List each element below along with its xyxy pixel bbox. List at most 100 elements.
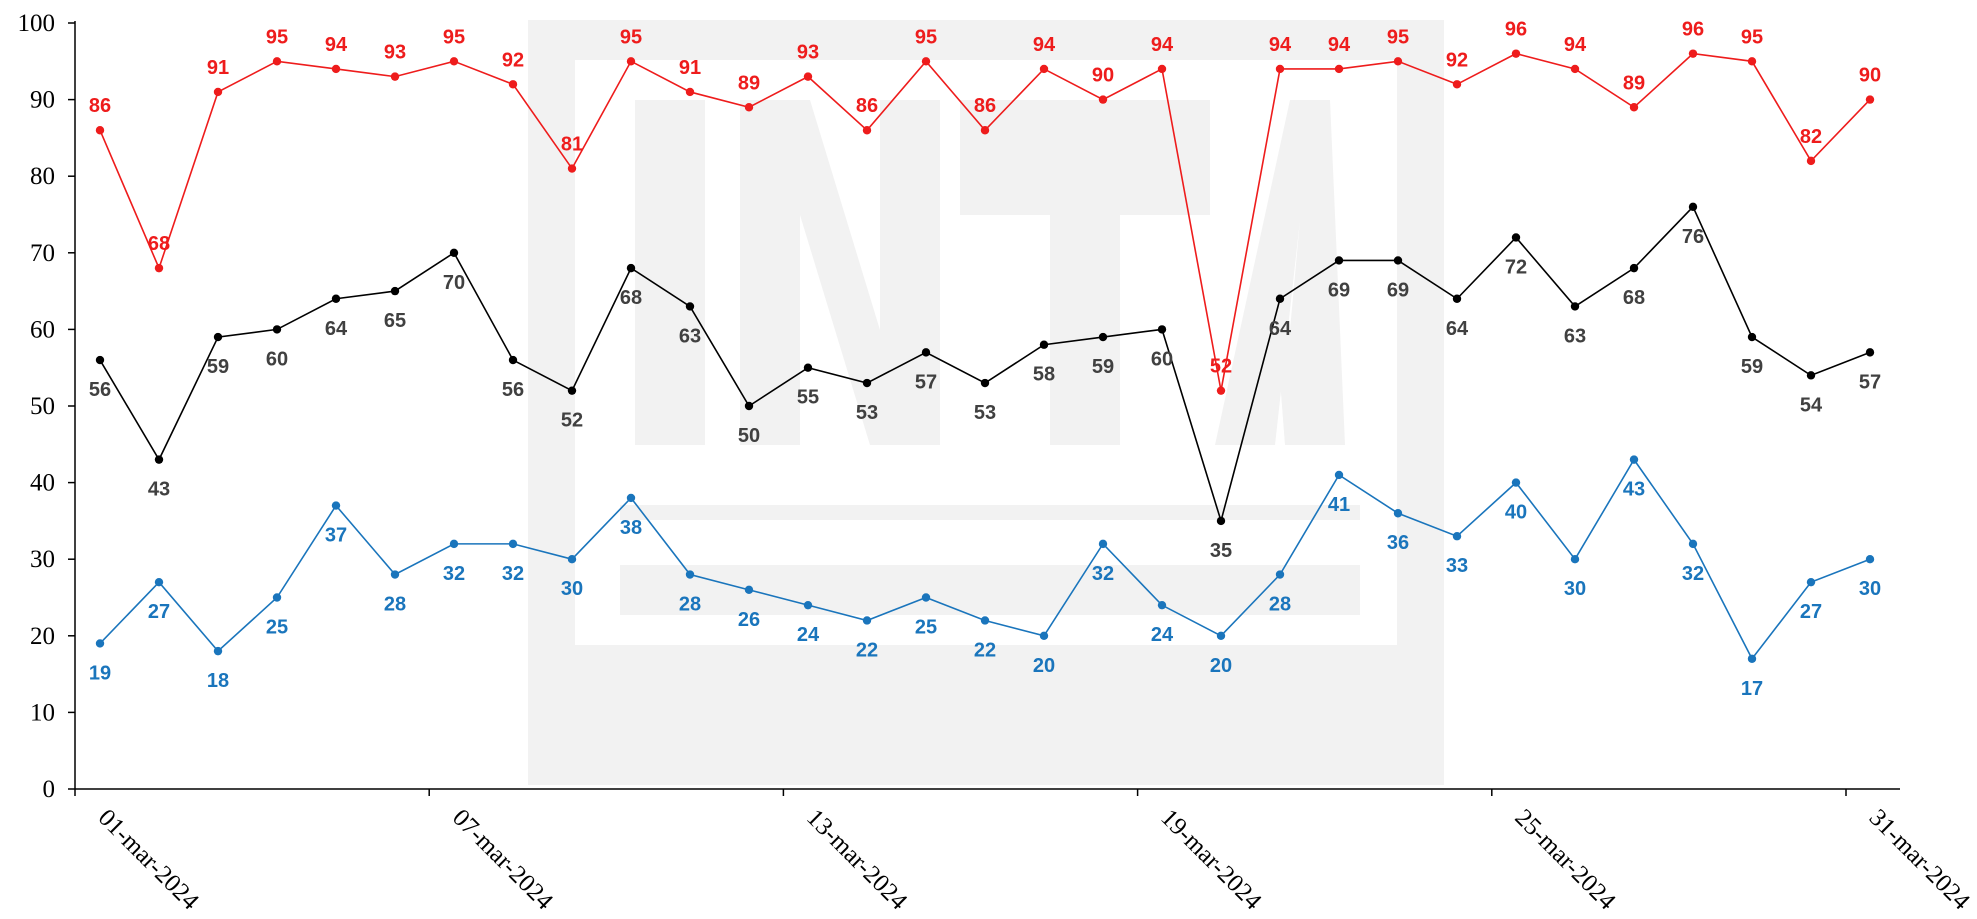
- data-point: [1806, 156, 1816, 166]
- data-label: 32: [1092, 563, 1114, 585]
- data-point: [1157, 64, 1167, 74]
- data-label: 30: [561, 578, 583, 600]
- data-label: 37: [325, 525, 347, 547]
- data-label: 86: [89, 95, 111, 117]
- y-tick-label: 70: [30, 240, 55, 267]
- data-label: 28: [384, 594, 406, 616]
- data-point: [1865, 95, 1875, 104]
- data-label: 57: [915, 371, 937, 393]
- data-label: 40: [1505, 502, 1527, 524]
- data-point: [980, 126, 990, 135]
- series-1: 86 68 91 95 94 93 95 92 81 95 91 89 93 86 95 86 94 90 94 52…: [89, 19, 1881, 395]
- series-2: 56 43 59 60 64 65 70 56 52 68 63 50 55 53 57 53 58 59 60 35…: [89, 202, 1881, 562]
- data-label: 52: [1210, 356, 1232, 378]
- data-label: 94: [1328, 34, 1351, 56]
- data-label: 24: [797, 624, 820, 646]
- y-tick-label: 100: [18, 10, 56, 37]
- data-point: [390, 286, 400, 296]
- data-point: [567, 555, 577, 564]
- data-label: 96: [1505, 19, 1527, 41]
- data-point: [1098, 95, 1108, 104]
- data-point: [1747, 654, 1757, 663]
- x-tick-label: 13-mar-2024: [801, 804, 912, 915]
- data-point: [1275, 570, 1285, 579]
- data-label: 94: [325, 34, 348, 56]
- data-point: [154, 577, 164, 587]
- data-point: [390, 72, 400, 81]
- data-point: [449, 248, 459, 257]
- data-point: [1570, 555, 1580, 564]
- data-label: 25: [915, 617, 937, 639]
- data-label: 20: [1210, 655, 1232, 677]
- data-label: 26: [738, 609, 760, 631]
- data-point: [1570, 64, 1580, 74]
- data-label: 69: [1328, 279, 1350, 301]
- data-label: 32: [502, 563, 524, 585]
- data-point: [95, 355, 105, 365]
- data-label: 72: [1505, 256, 1527, 278]
- data-label: 50: [738, 425, 760, 447]
- data-point: [1275, 294, 1285, 303]
- data-point: [272, 57, 282, 66]
- data-label: 59: [1092, 356, 1114, 378]
- data-point: [685, 302, 695, 311]
- data-label: 95: [266, 26, 288, 48]
- data-point: [1393, 57, 1403, 66]
- data-label: 92: [502, 49, 524, 71]
- data-label: 59: [1741, 356, 1763, 378]
- x-tick-label: 25-mar-2024: [1510, 804, 1621, 915]
- data-label: 76: [1682, 226, 1704, 248]
- data-label: 91: [207, 57, 229, 79]
- data-point: [803, 72, 813, 81]
- data-label: 30: [1859, 578, 1881, 600]
- data-point: [1452, 80, 1462, 89]
- data-point: [1629, 263, 1639, 273]
- data-label: 94: [1269, 34, 1292, 56]
- data-point: [1216, 516, 1226, 526]
- data-point: [1039, 631, 1049, 640]
- data-point: [626, 493, 636, 503]
- y-tick-label: 50: [30, 393, 55, 420]
- data-label: 63: [679, 325, 701, 347]
- data-label: 68: [1623, 287, 1645, 309]
- watermark-gap-2: [620, 520, 1360, 565]
- data-label: 95: [620, 26, 642, 48]
- data-label: 58: [1033, 364, 1055, 386]
- data-label: 60: [266, 348, 288, 370]
- data-label: 56: [502, 379, 524, 401]
- data-point: [508, 539, 518, 549]
- data-label: 54: [1800, 394, 1823, 416]
- data-label: 33: [1446, 555, 1468, 577]
- data-point: [1452, 532, 1462, 541]
- data-point: [508, 355, 518, 365]
- data-point: [449, 539, 459, 549]
- data-point: [95, 639, 105, 648]
- data-point: [1865, 348, 1875, 357]
- data-label: 93: [797, 42, 819, 64]
- data-point: [862, 126, 872, 135]
- data-label: 96: [1682, 19, 1704, 41]
- data-label: 64: [325, 318, 348, 340]
- data-label: 28: [1269, 594, 1291, 616]
- data-point: [1393, 256, 1403, 265]
- data-point: [626, 263, 636, 273]
- data-label: 89: [738, 72, 760, 94]
- y-tick-label: 90: [30, 87, 55, 114]
- data-point: [1688, 49, 1698, 58]
- data-label: 41: [1328, 494, 1350, 516]
- data-label: 95: [1387, 26, 1409, 48]
- data-point: [803, 600, 813, 610]
- data-label: 57: [1859, 371, 1881, 393]
- data-point: [921, 593, 931, 602]
- data-point: [1334, 470, 1344, 480]
- watermark-letter-i: [635, 100, 705, 445]
- data-label: 20: [1033, 655, 1055, 677]
- data-label: 86: [974, 95, 996, 117]
- data-point: [1688, 202, 1698, 212]
- watermark-letter-n: [740, 100, 940, 445]
- data-point: [272, 325, 282, 334]
- data-point: [331, 501, 341, 510]
- data-label: 30: [1564, 578, 1586, 600]
- data-point: [626, 57, 636, 66]
- series-3: 19 27 18 25 37 28 32 32 30 38 28 26 24 22 25 22 20 32 24 20…: [89, 455, 1881, 700]
